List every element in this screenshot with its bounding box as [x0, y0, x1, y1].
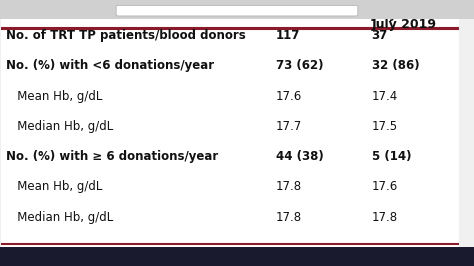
Text: 17.6: 17.6	[372, 180, 398, 193]
Text: 17.8: 17.8	[276, 211, 302, 224]
Text: July 2017 to: July 2017 to	[372, 8, 456, 21]
Text: No. (%) with <6 donations/year: No. (%) with <6 donations/year	[6, 59, 214, 72]
Text: 17.5: 17.5	[372, 120, 398, 133]
Text: 17.4: 17.4	[372, 90, 398, 103]
Text: No. of TRT TP patients/blood donors: No. of TRT TP patients/blood donors	[6, 29, 246, 42]
Text: 73 (62): 73 (62)	[276, 59, 323, 72]
Text: 37: 37	[372, 29, 388, 42]
Text: 2014-2016: 2014-2016	[276, 9, 351, 22]
Text: 17.8: 17.8	[372, 211, 398, 224]
Text: 117: 117	[276, 29, 300, 42]
Text: Mean Hb, g/dL: Mean Hb, g/dL	[6, 180, 102, 193]
Text: No. (%) with ≥ 6 donations/year: No. (%) with ≥ 6 donations/year	[6, 150, 218, 163]
Text: 17.7: 17.7	[276, 120, 302, 133]
Text: 17.8: 17.8	[276, 180, 302, 193]
Text: 44 (38): 44 (38)	[276, 150, 323, 163]
Text: Median Hb, g/dL: Median Hb, g/dL	[6, 211, 113, 224]
Text: Characteristic: Characteristic	[6, 9, 104, 22]
Text: 5 (14): 5 (14)	[372, 150, 411, 163]
FancyBboxPatch shape	[1, 1, 458, 265]
Text: July 2019: July 2019	[372, 19, 437, 31]
Text: Search or enter web address: Search or enter web address	[197, 8, 277, 13]
Text: 17.6: 17.6	[276, 90, 302, 103]
Text: 2020-APR12-T-PHLEBO  ×: 2020-APR12-T-PHLEBO ×	[28, 7, 108, 12]
Text: Mean Hb, g/dL: Mean Hb, g/dL	[6, 90, 102, 103]
Text: 32 (86): 32 (86)	[372, 59, 419, 72]
Text: Median Hb, g/dL: Median Hb, g/dL	[6, 120, 113, 133]
